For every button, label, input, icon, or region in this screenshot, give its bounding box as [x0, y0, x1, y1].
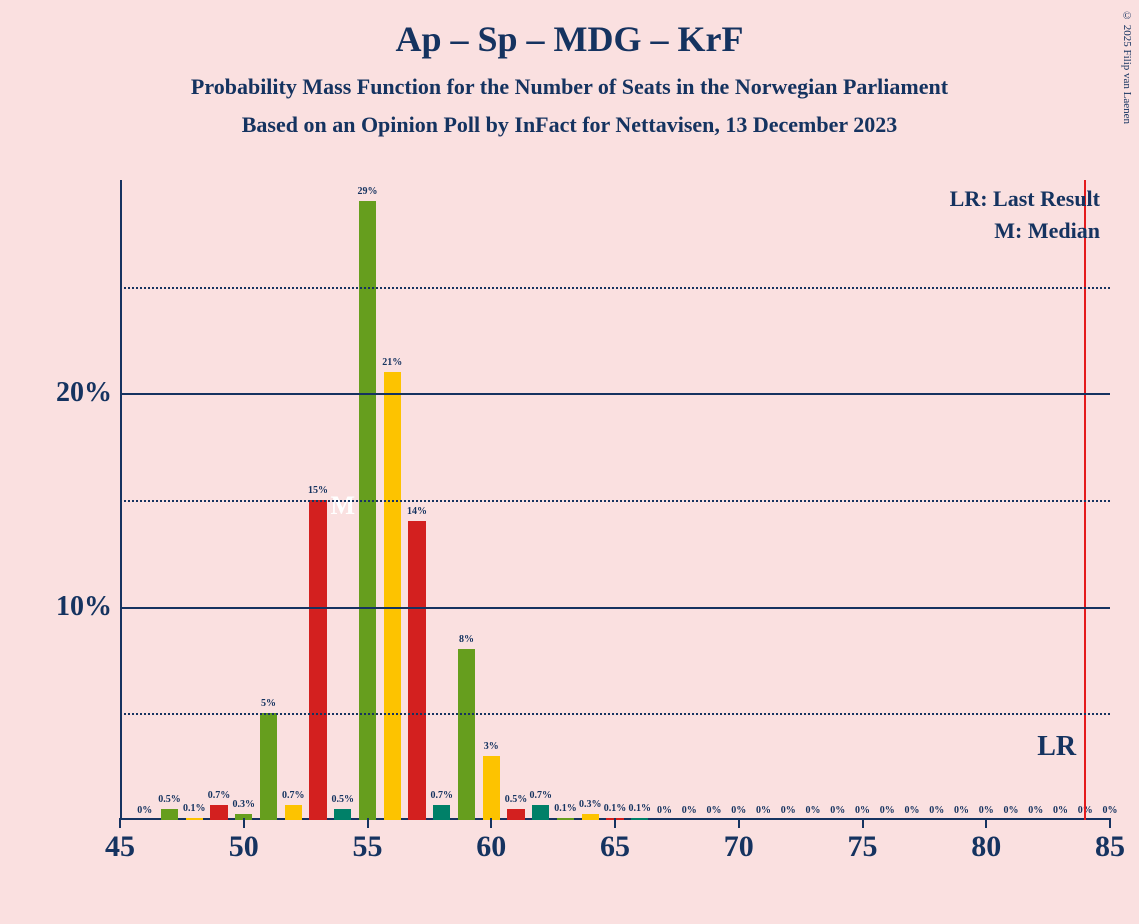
x-tick-mark [738, 818, 740, 828]
bar [334, 809, 351, 820]
bar [433, 805, 450, 820]
bar [557, 818, 574, 820]
bar-value-label: 0.3% [579, 799, 602, 810]
bar-value-label: 0.1% [629, 803, 652, 814]
median-label: M [330, 491, 355, 521]
bar-value-label: 0% [1028, 805, 1043, 816]
x-tick-mark [614, 818, 616, 828]
bar [458, 649, 475, 820]
bar [359, 201, 376, 820]
bar [408, 521, 425, 820]
bar-value-label: 0% [137, 805, 152, 816]
bar-value-label: 0.1% [554, 803, 577, 814]
bar-value-label: 0% [756, 805, 771, 816]
gridline [120, 393, 1110, 395]
bar-value-label: 0% [979, 805, 994, 816]
bar-value-label: 29% [358, 186, 378, 197]
x-tick-mark [1109, 818, 1111, 828]
bar [483, 756, 500, 820]
x-tick-label: 70 [724, 830, 754, 864]
x-tick-label: 85 [1095, 830, 1125, 864]
bar-value-label: 0.7% [282, 790, 305, 801]
chart-subtitle-2: Based on an Opinion Poll by InFact for N… [0, 112, 1139, 138]
bar [285, 805, 302, 820]
chart-container: 0%0.5%0.1%0.7%0.3%5%0.7%15%0.5%29%21%14%… [40, 180, 1115, 880]
bar [309, 500, 326, 820]
bar-value-label: 0% [1103, 805, 1118, 816]
bar [384, 372, 401, 820]
bar-value-label: 0% [806, 805, 821, 816]
bar [631, 818, 648, 820]
gridline-dotted [120, 713, 1110, 715]
bar-value-label: 5% [261, 698, 276, 709]
bar [210, 805, 227, 820]
x-tick-mark [862, 818, 864, 828]
x-tick-mark [985, 818, 987, 828]
x-tick-label: 55 [353, 830, 383, 864]
bar-value-label: 0% [682, 805, 697, 816]
y-tick-label: 20% [56, 377, 112, 409]
bar-value-label: 0.1% [604, 803, 627, 814]
legend-median: M: Median [994, 218, 1100, 244]
chart-title: Ap – Sp – MDG – KrF [0, 0, 1139, 60]
bar-value-label: 0% [1053, 805, 1068, 816]
bar-value-label: 0% [707, 805, 722, 816]
copyright-text: © 2025 Filip van Laenen [1121, 10, 1133, 124]
x-tick-label: 60 [476, 830, 506, 864]
bar-value-label: 0.5% [332, 794, 355, 805]
bar-value-label: 0% [830, 805, 845, 816]
bar-value-label: 0.7% [431, 790, 454, 801]
x-tick-label: 65 [600, 830, 630, 864]
bar-value-label: 0% [954, 805, 969, 816]
gridline-dotted [120, 287, 1110, 289]
x-tick-label: 45 [105, 830, 135, 864]
x-tick-label: 80 [971, 830, 1001, 864]
bar-value-label: 0.5% [158, 794, 181, 805]
bar-value-label: 0% [731, 805, 746, 816]
bar-value-label: 0% [929, 805, 944, 816]
bar-value-label: 0% [781, 805, 796, 816]
bar [507, 809, 524, 820]
bar-value-label: 0.7% [208, 790, 231, 801]
bar [260, 713, 277, 820]
bar [161, 809, 178, 820]
bar-value-label: 15% [308, 485, 328, 496]
bar-value-label: 3% [484, 741, 499, 752]
bar [532, 805, 549, 820]
bar [582, 814, 599, 820]
gridline-dotted [120, 500, 1110, 502]
bar-value-label: 0% [905, 805, 920, 816]
gridline [120, 607, 1110, 609]
bar-value-label: 0.5% [505, 794, 528, 805]
x-tick-mark [367, 818, 369, 828]
y-tick-label: 10% [56, 591, 112, 623]
bar-value-label: 0% [1004, 805, 1019, 816]
bar-value-label: 0.1% [183, 803, 206, 814]
bar-value-label: 0% [855, 805, 870, 816]
chart-subtitle-1: Probability Mass Function for the Number… [0, 74, 1139, 100]
bar [186, 818, 203, 820]
legend-lr: LR: Last Result [950, 186, 1100, 212]
lr-label: LR [1037, 731, 1076, 763]
bar-value-label: 14% [407, 506, 427, 517]
bar-value-label: 0.3% [233, 799, 256, 810]
x-tick-label: 75 [848, 830, 878, 864]
x-tick-label: 50 [229, 830, 259, 864]
bar-value-label: 0.7% [530, 790, 553, 801]
bar-value-label: 0% [880, 805, 895, 816]
x-tick-mark [243, 818, 245, 828]
x-tick-mark [119, 818, 121, 828]
bar-value-label: 8% [459, 634, 474, 645]
bar-value-label: 0% [657, 805, 672, 816]
bar-value-label: 21% [382, 357, 402, 368]
x-tick-mark [490, 818, 492, 828]
